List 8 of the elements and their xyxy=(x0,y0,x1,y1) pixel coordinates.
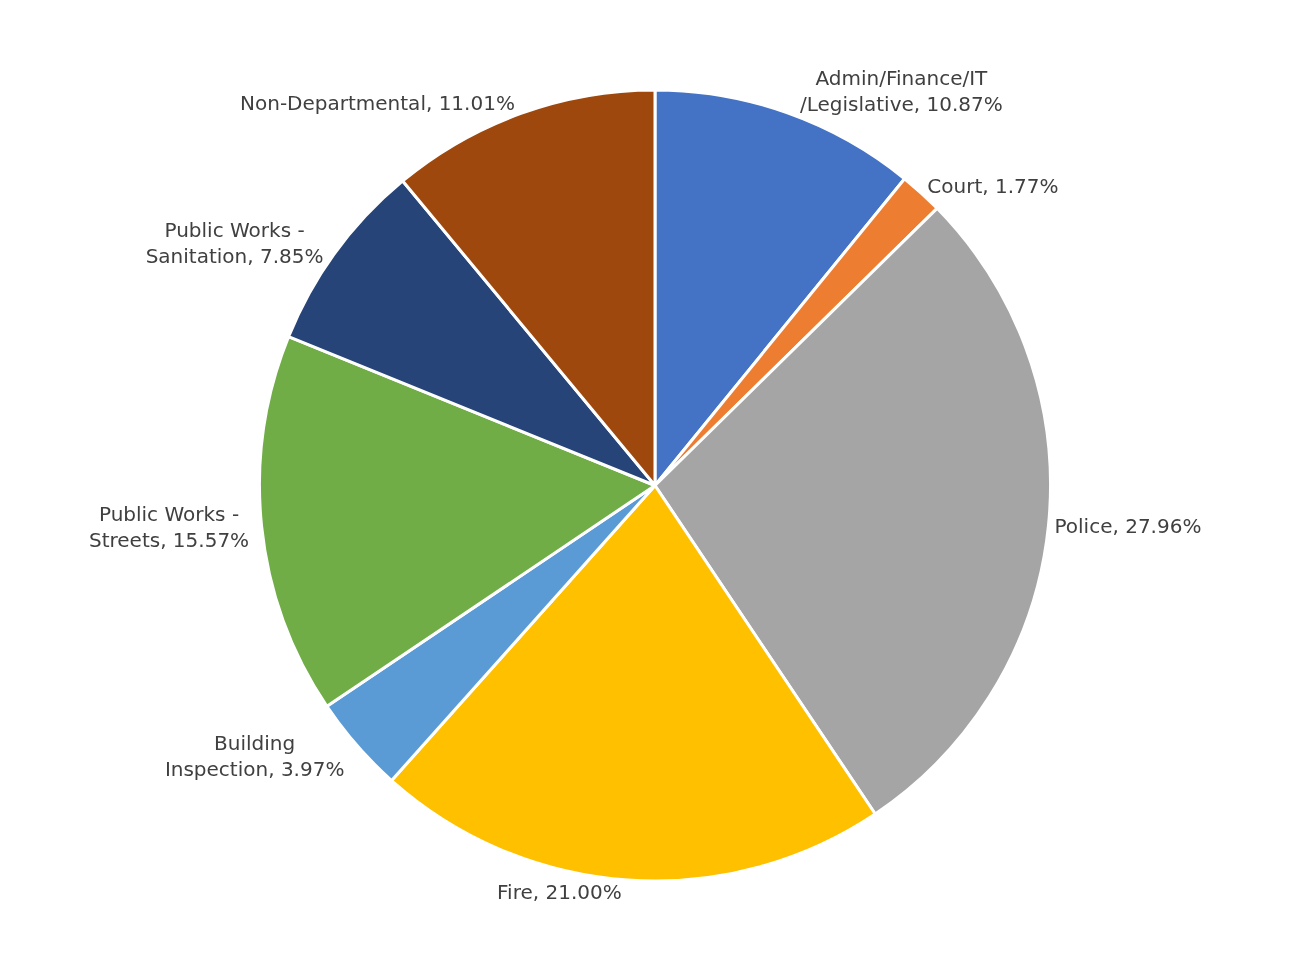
slice-label: Police, 27.96% xyxy=(1054,513,1202,538)
slice-label: Public Works - Streets, 15.57% xyxy=(88,501,250,552)
slice-label: Public Works - Sanitation, 7.85% xyxy=(145,217,324,268)
slice-label: Court, 1.77% xyxy=(927,174,1059,199)
slice-label: Building Inspection, 3.97% xyxy=(164,731,345,782)
slice-label: Admin/Finance/IT/Legislative, 10.87% xyxy=(799,65,1003,116)
slice-label: Non-Departmental, 11.01% xyxy=(240,90,515,115)
slice-label: Fire, 21.00% xyxy=(497,880,622,904)
